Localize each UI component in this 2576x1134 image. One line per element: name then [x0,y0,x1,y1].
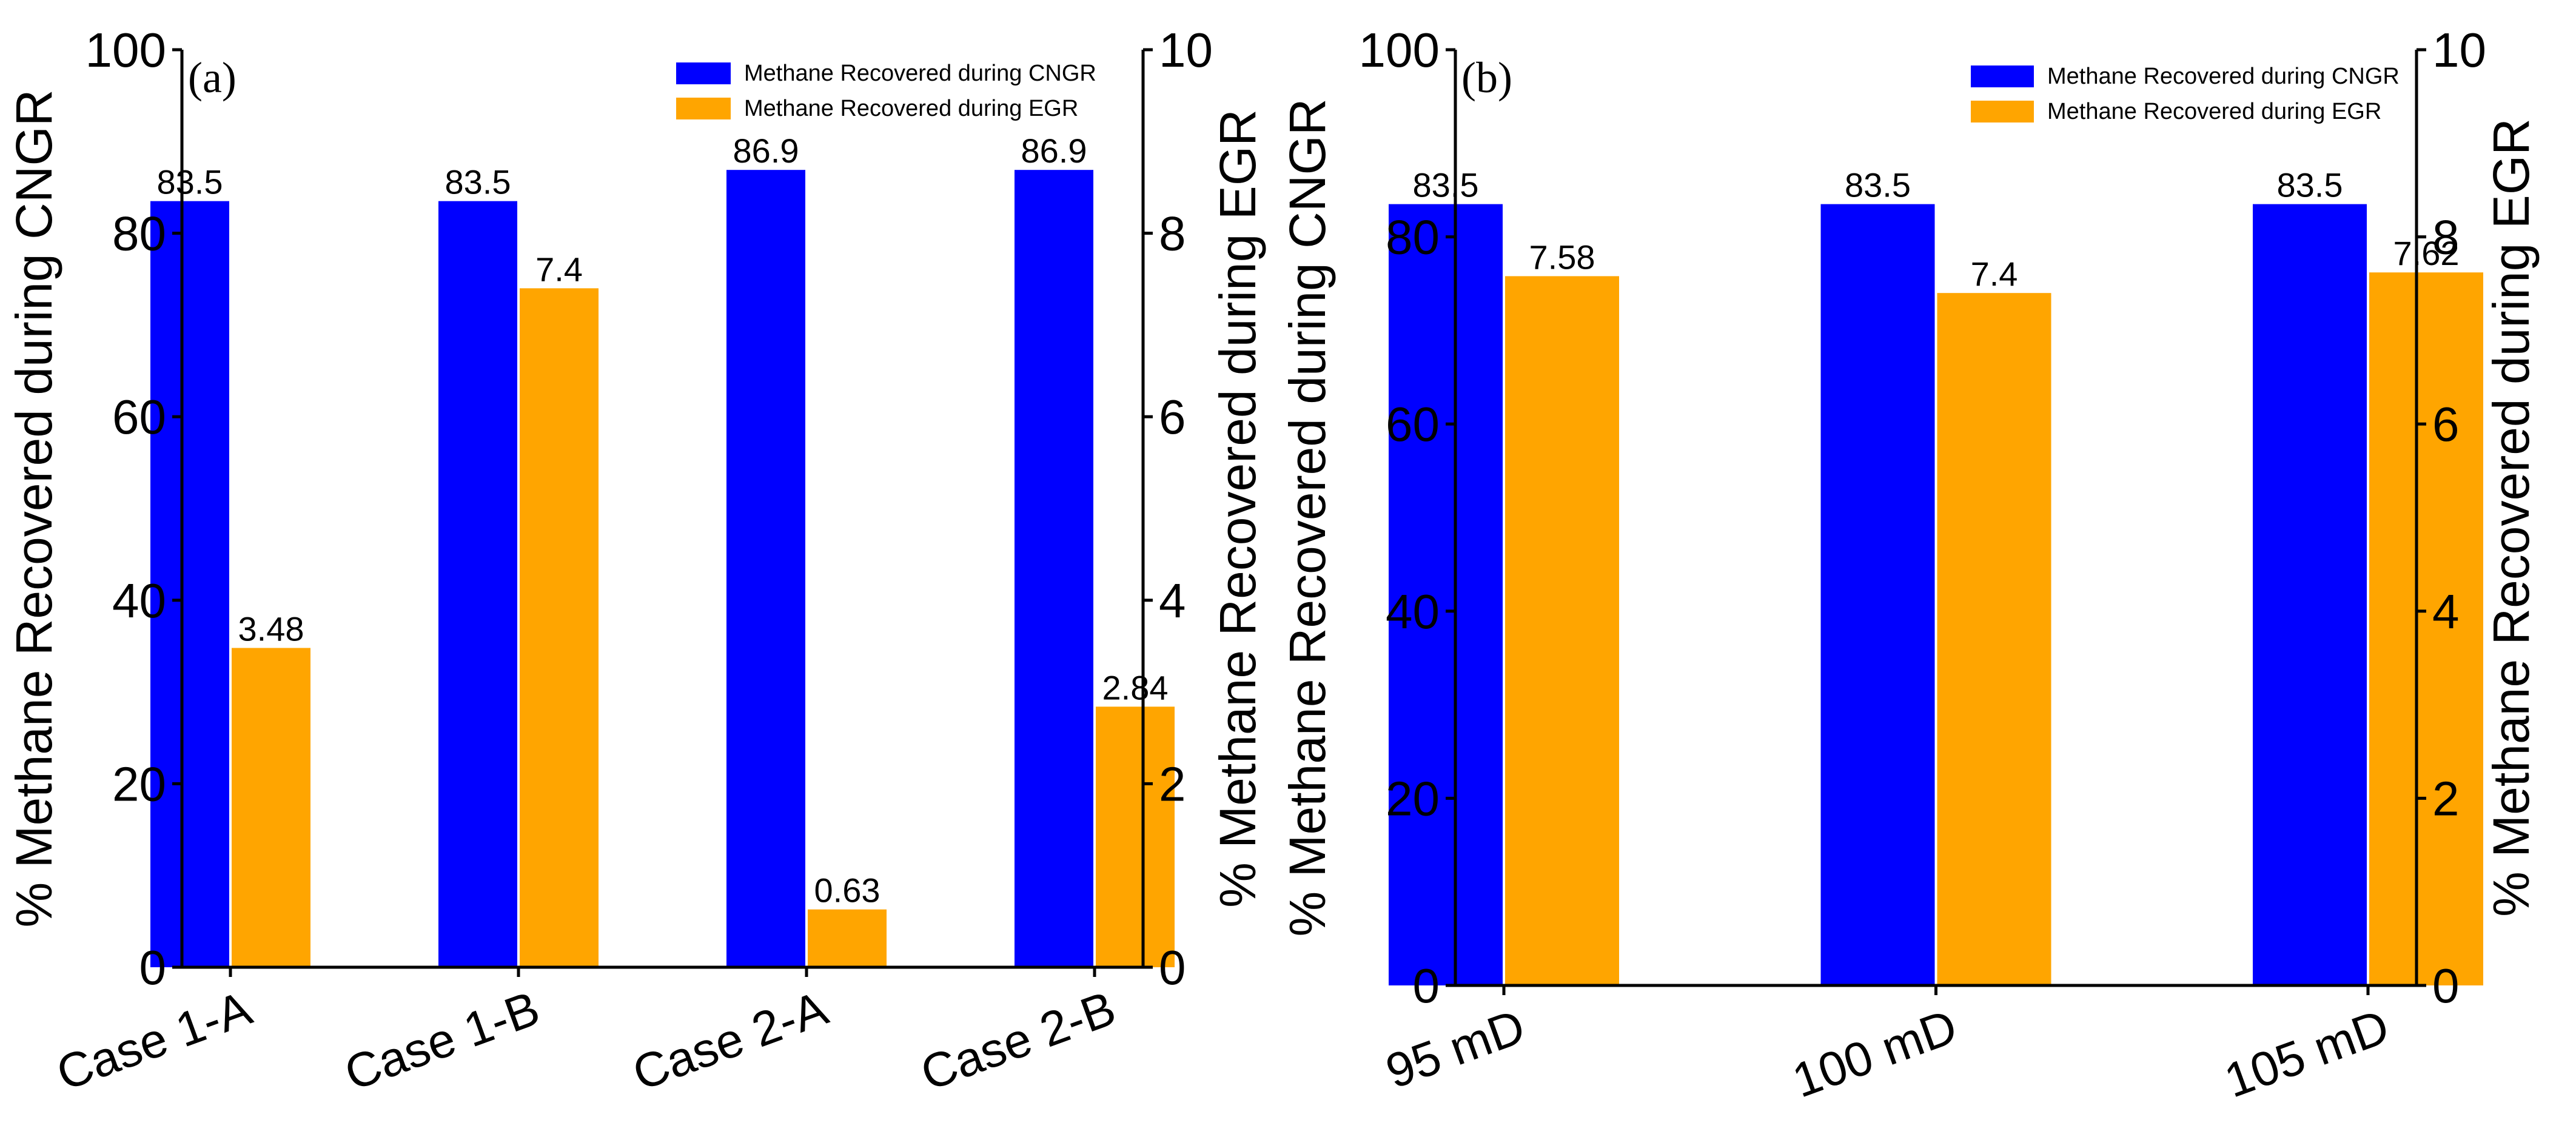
right-tick-label-a-2: 2 [1159,757,1186,811]
right-tick-label-b-10: 10 [2432,23,2486,77]
left-tick-label-a-0: 0 [139,941,167,995]
right-tick-label-a-10: 10 [1159,23,1213,77]
left-tick-label-b-20: 20 [1386,771,1440,825]
bar-egr-a-3 [808,909,887,967]
right-tick-label-b-2: 2 [2432,771,2460,825]
right-tick-label-b-4: 4 [2432,585,2460,639]
left-tick-label-a-100: 100 [86,23,166,77]
y-axis-label-left-b: % Methane Recovered during CNGR [1279,99,1336,937]
bar-cngr-a-1 [150,201,229,967]
data-label-egr-a-4: 2.84 [1102,668,1169,706]
y-axis-label-right-b: % Methane Recovered during EGR [2483,118,2540,917]
right-tick-label-b-0: 0 [2432,959,2460,1013]
bar-cngr-a-2 [438,201,517,967]
left-tick-label-b-60: 60 [1386,397,1440,451]
x-tick-label-a-3: Case 2-A [626,981,834,1101]
x-tick-label-a-4: Case 2-B [914,981,1122,1101]
legend-swatch-cngr-a [676,62,731,84]
panel-tag-b: (b) [1461,53,1512,102]
left-tick-label-a-80: 80 [112,207,166,261]
bar-egr-b-1 [1505,276,1619,985]
bar-cngr-b-1 [1389,204,1503,986]
y-axis-label-left-a: % Methane Recovered during CNGR [5,90,62,928]
data-label-egr-b-3: 7.62 [2393,234,2460,272]
right-tick-label-a-0: 0 [1159,941,1186,995]
bar-egr-a-1 [232,648,310,967]
legend-label-egr-a: Methane Recovered during EGR [744,96,1078,121]
left-tick-label-b-100: 100 [1359,23,1440,77]
data-label-cngr-a-4: 86.9 [1021,132,1087,170]
panel-tag-a: (a) [188,53,236,102]
data-label-cngr-b-2: 83.5 [1845,166,1911,204]
bar-egr-b-2 [1937,293,2051,986]
legend-label-cngr-a: Methane Recovered during CNGR [744,61,1096,86]
left-tick-label-a-40: 40 [112,574,166,628]
left-tick-label-a-20: 20 [112,757,166,811]
bar-egr-a-2 [520,288,599,967]
x-tick-label-b-1: 95 mD [1379,999,1532,1098]
bar-egr-b-3 [2369,272,2483,985]
legend-swatch-egr-b [1971,101,2034,122]
bar-cngr-a-4 [1015,170,1093,967]
y-axis-label-right-a: % Methane Recovered during EGR [1209,109,1266,908]
x-tick-label-b-2: 100 mD [1786,999,1964,1107]
legend-swatch-egr-a [676,98,731,119]
bar-cngr-a-3 [726,170,805,967]
data-label-egr-b-2: 7.4 [1971,255,2018,293]
right-tick-label-a-4: 4 [1159,574,1186,628]
legend-label-egr-b: Methane Recovered during EGR [2047,99,2381,124]
left-tick-label-a-60: 60 [112,390,166,444]
data-label-cngr-b-1: 83.5 [1413,166,1479,204]
bar-egr-a-4 [1096,706,1175,967]
data-label-egr-a-1: 3.48 [238,609,304,648]
data-label-cngr-b-3: 83.5 [2277,166,2343,204]
data-label-egr-a-2: 7.4 [535,250,583,288]
left-tick-label-b-0: 0 [1413,959,1440,1013]
legend-label-cngr-b: Methane Recovered during CNGR [2047,64,2400,89]
right-tick-label-b-6: 6 [2432,397,2460,451]
right-tick-label-a-6: 6 [1159,390,1186,444]
chart-panel-a: 83.5 83.586.9 86.93.487.40.632.84020406080… [5,23,1266,1101]
legend-swatch-cngr-b [1971,65,2034,87]
left-tick-label-b-80: 80 [1386,210,1440,264]
chart-panel-b: 83.5 83.5 83.5 7.58 7.4 7.62 0 20 40 60 80 100 0 2 4 6 8… [1279,23,2540,1108]
x-tick-label-b-3: 105 mD [2218,999,2396,1107]
x-tick-label-a-2: Case 1-B [338,981,546,1101]
data-label-cngr-a-2: 83.5 [445,163,511,201]
bar-cngr-b-2 [1820,204,1935,986]
data-label-cngr-a-1: 83.5 [157,163,223,201]
data-label-egr-a-3: 0.63 [814,871,880,910]
data-label-cngr-a-3: 86.9 [733,132,799,170]
right-tick-label-b-8: 8 [2432,210,2460,264]
bar-cngr-b-3 [2253,204,2367,986]
data-label-egr-b-1: 7.58 [1529,238,1595,276]
right-tick-label-a-8: 8 [1159,207,1186,261]
x-tick-label-a-1: Case 1-A [50,981,258,1101]
left-tick-label-b-40: 40 [1386,585,1440,639]
